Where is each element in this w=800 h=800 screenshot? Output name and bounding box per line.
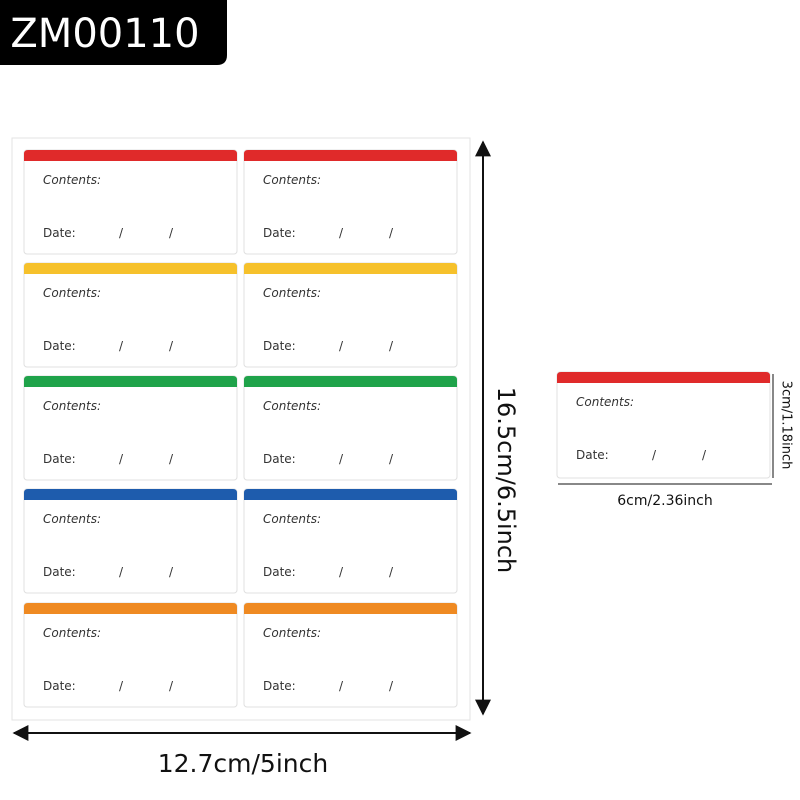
label-color-bar — [24, 263, 237, 274]
date-label: Date: — [43, 679, 76, 693]
label-color-bar — [24, 603, 237, 614]
date-label: Date: — [43, 452, 76, 466]
contents-label: Contents: — [263, 173, 321, 187]
contents-label: Contents: — [263, 626, 321, 640]
contents-label: Contents: — [263, 512, 321, 526]
date-label: Date: — [43, 226, 76, 240]
label — [556, 371, 771, 479]
date-separator: / — [119, 226, 124, 240]
date-separator: / — [169, 679, 174, 693]
contents-label: Contents: — [576, 395, 634, 409]
date-label: Date: — [263, 339, 296, 353]
contents-label: Contents: — [263, 399, 321, 413]
contents-label: Contents: — [263, 286, 321, 300]
date-separator: / — [169, 339, 174, 353]
date-separator: / — [389, 679, 394, 693]
date-label: Date: — [263, 226, 296, 240]
date-label: Date: — [263, 565, 296, 579]
date-separator: / — [339, 452, 344, 466]
date-separator: / — [339, 565, 344, 579]
label-color-bar — [244, 376, 457, 387]
date-separator: / — [389, 339, 394, 353]
date-separator: / — [169, 226, 174, 240]
date-separator: / — [119, 565, 124, 579]
contents-label: Contents: — [43, 512, 101, 526]
label-color-bar — [557, 372, 770, 383]
date-label: Date: — [576, 448, 609, 462]
date-separator: / — [339, 679, 344, 693]
date-separator: / — [389, 226, 394, 240]
label-color-bar — [244, 150, 457, 161]
label-color-bar — [244, 489, 457, 500]
header-box — [0, 0, 227, 65]
contents-label: Contents: — [43, 173, 101, 187]
date-separator: / — [339, 339, 344, 353]
date-separator: / — [389, 565, 394, 579]
single-width: 6cm/2.36inch — [617, 493, 712, 509]
contents-label: Contents: — [43, 399, 101, 413]
label-color-bar — [24, 376, 237, 387]
label-color-bar — [24, 150, 237, 161]
single-height: 3cm/1.18inch — [779, 381, 794, 470]
header-title: ZM00110 — [10, 11, 199, 57]
label-color-bar — [244, 603, 457, 614]
date-separator: / — [389, 452, 394, 466]
sheet-height: 16.5cm/6.5inch — [492, 387, 520, 574]
date-separator: / — [169, 565, 174, 579]
date-separator: / — [702, 448, 707, 462]
date-label: Date: — [263, 452, 296, 466]
date-separator: / — [119, 452, 124, 466]
date-separator: / — [119, 339, 124, 353]
date-separator: / — [652, 448, 657, 462]
date-label: Date: — [43, 339, 76, 353]
date-separator: / — [169, 452, 174, 466]
date-label: Date: — [263, 679, 296, 693]
contents-label: Contents: — [43, 286, 101, 300]
label-color-bar — [24, 489, 237, 500]
date-separator: / — [119, 679, 124, 693]
contents-label: Contents: — [43, 626, 101, 640]
sheet-width: 12.7cm/5inch — [158, 749, 328, 778]
date-separator: / — [339, 226, 344, 240]
label-color-bar — [244, 263, 457, 274]
date-label: Date: — [43, 565, 76, 579]
